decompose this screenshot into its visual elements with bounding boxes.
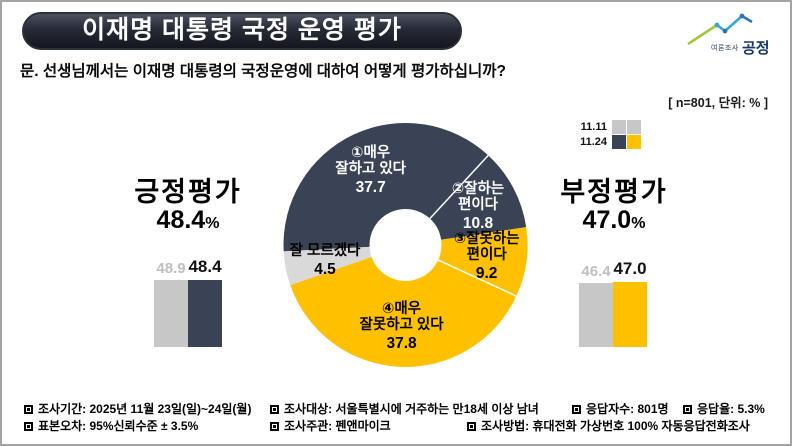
bar-value-label: 48.4 (188, 257, 222, 277)
donut-slice-label: ②잘하는 편이다 10.8 (451, 180, 505, 232)
donut-slice (283, 246, 372, 286)
square-bullet-icon (467, 422, 476, 431)
donut-svg (283, 123, 528, 367)
donut-slice-label: 잘 모르겠다 4.5 (289, 242, 361, 278)
square-bullet-icon (270, 422, 279, 431)
survey-question: 문. 선생님께서는 이재명 대통령의 국정운영에 대하여 어떻게 평가하십니까? (20, 63, 506, 80)
legend-date-label: 11.11 (580, 121, 607, 133)
donut-slice-label: ④매우 잘못하고 있다 37.8 (359, 300, 444, 352)
square-bullet-icon (270, 405, 279, 414)
legend-swatch (612, 120, 626, 134)
footer-margin-error: 표본오차: 95%신뢰수준 ± 3.5% (24, 417, 198, 434)
positive-title: 긍정평가 (134, 177, 242, 207)
pollster-logo: 여론조사 공정 (684, 12, 776, 58)
legend-swatch (627, 120, 641, 134)
slice-separator (429, 154, 489, 220)
footer-survey-period: 조사기간: 2025년 11월 23일(일)~24일(월) (24, 400, 251, 417)
slice-separator (437, 259, 517, 297)
logo-large-text: 공정 (742, 40, 770, 57)
donut-slice-label: ③잘못하는 편이다 9.2 (453, 230, 520, 282)
bar-previous (579, 282, 613, 347)
donut-slice (290, 256, 517, 367)
negative-value-unit: % (631, 215, 646, 232)
line-chart-icon (687, 13, 753, 46)
donut-slice (438, 227, 528, 297)
footer-method: 조사방법: 휴대전화 가상번호 100% 자동응답전화조사 (467, 417, 750, 434)
legend-row: 11.11 (577, 120, 642, 134)
donut-slice (429, 155, 527, 240)
footer-response-rate: 응답율: 5.3% (683, 400, 765, 417)
donut-slice-label: ①매우 잘하고 있다 37.7 (335, 144, 407, 196)
bar-column-current: 47.0 (613, 259, 647, 347)
square-bullet-icon (24, 422, 33, 431)
positive-value: 48.4% (103, 206, 273, 235)
sample-size-note: [ n=801, 단위: % ] (668, 96, 768, 110)
legend: 11.11 11.24 (577, 120, 642, 150)
logo-small-text: 여론조사 (711, 45, 739, 52)
legend-swatch (612, 135, 626, 149)
bar-current (188, 280, 222, 347)
bar-column-previous: 48.9 (154, 260, 188, 347)
donut-slice (283, 123, 489, 252)
donut-labels: ①매우 잘하고 있다 37.7 ②잘하는 편이다 10.8 ③잘못하는 편이다 9.2 ④매우 잘못… (280, 120, 531, 370)
donut-chart: ①매우 잘하고 있다 37.7 ②잘하는 편이다 10.8 ③잘못하는 편이다 9.2 ④매우 잘못… (280, 120, 531, 370)
square-bullet-icon (572, 405, 581, 414)
negative-value: 47.0% (529, 206, 699, 235)
bar-value-label: 48.9 (156, 259, 186, 277)
bar-value-label: 46.4 (581, 262, 611, 280)
footer-organizer: 조사주관: 펜앤마이크 (270, 417, 391, 434)
page-title: 이재명 대통령 국정 운영 평가 (22, 12, 462, 50)
bar-value-label: 47.0 (613, 259, 647, 279)
positive-bar-chart: 48.9 48.4 (154, 257, 222, 347)
footer-survey-target: 조사대상: 서울특별시에 거주하는 만18세 이상 남녀 (270, 400, 539, 417)
negative-title: 부정평가 (560, 177, 668, 207)
bar-current (613, 282, 647, 347)
square-bullet-icon (683, 405, 692, 414)
positive-value-number: 48.4 (156, 206, 206, 234)
legend-swatch (627, 135, 641, 149)
positive-value-unit: % (205, 215, 220, 232)
footer-respondents: 응답자수: 801명 (572, 400, 669, 417)
square-bullet-icon (24, 405, 33, 414)
bar-column-current: 48.4 (188, 257, 222, 347)
negative-value-number: 47.0 (582, 206, 632, 234)
bar-previous (154, 279, 188, 347)
negative-bar-chart: 46.4 47.0 (579, 259, 647, 347)
bar-column-previous: 46.4 (579, 263, 613, 347)
legend-row: 11.24 (577, 135, 642, 149)
legend-date-label: 11.24 (580, 136, 607, 148)
